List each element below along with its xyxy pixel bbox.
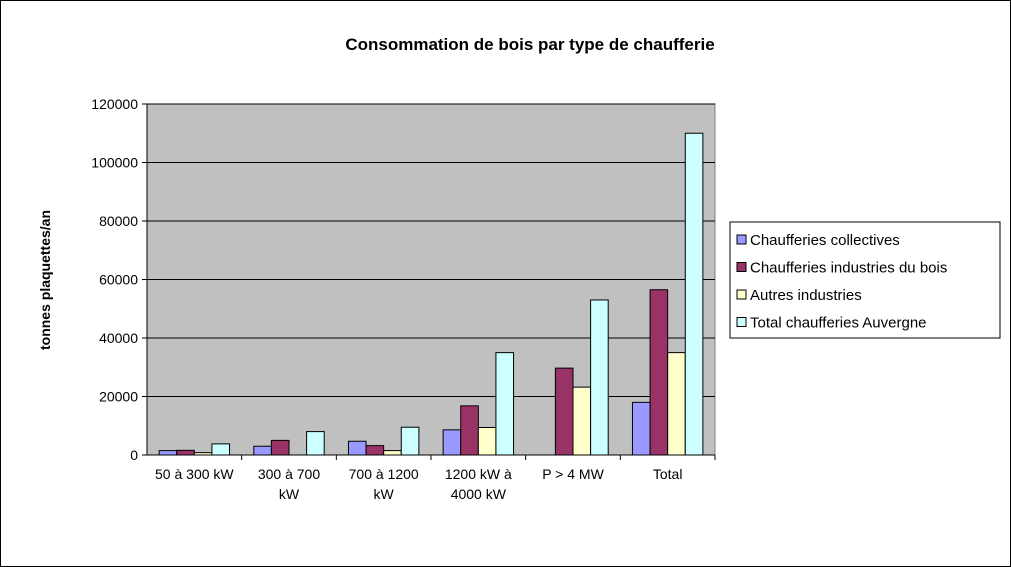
bar <box>590 299 609 456</box>
legend-swatch <box>736 262 747 272</box>
y-tick-label: 40000 <box>99 330 138 346</box>
bar <box>383 450 402 456</box>
bar <box>193 452 213 456</box>
bar <box>365 445 385 456</box>
bar <box>554 367 574 456</box>
y-tick-label: 0 <box>130 447 138 463</box>
bar <box>631 401 651 456</box>
legend-swatch <box>736 289 747 300</box>
bar <box>270 439 290 456</box>
bar <box>477 427 497 456</box>
legend-label: Chaufferies industries du bois <box>750 260 947 277</box>
bar <box>306 431 325 456</box>
bar <box>684 132 704 456</box>
bar <box>460 405 479 456</box>
bar <box>347 440 367 456</box>
bar <box>572 386 592 456</box>
y-tick-label: 80000 <box>99 213 138 229</box>
legend-swatch <box>736 234 747 245</box>
bar <box>495 352 515 456</box>
bar <box>253 445 272 456</box>
x-tick-label: Total <box>653 466 683 482</box>
x-tick-label: 1200 kW à 4000 kW <box>445 466 512 502</box>
bar <box>176 449 195 456</box>
bar <box>211 443 231 456</box>
bar <box>667 352 686 456</box>
y-axis-label: tonnes plaquettes/an <box>37 210 53 350</box>
y-tick-label: 120000 <box>91 96 138 112</box>
legend-box <box>729 221 1001 339</box>
y-tick-label: 20000 <box>99 389 138 405</box>
y-tick-label: 60000 <box>99 272 138 288</box>
bar <box>158 450 178 456</box>
x-tick-label: 300 à 700 kW <box>258 466 320 502</box>
legend-label: Chaufferies collectives <box>750 232 900 249</box>
bar <box>649 289 669 456</box>
x-tick-label: 50 à 300 kW <box>155 466 234 482</box>
chart-title: Consommation de bois par type de chauffe… <box>345 35 714 54</box>
legend-swatch <box>736 317 747 327</box>
legend-label: Autres industries <box>750 287 862 304</box>
bar <box>400 426 420 456</box>
legend-label: Total chaufferies Auvergne <box>750 315 927 332</box>
x-tick-label: P > 4 MW <box>542 466 604 482</box>
y-tick-label: 100000 <box>91 155 138 171</box>
x-tick-label: 700 à 1200 kW <box>349 466 419 502</box>
bar <box>442 429 462 456</box>
